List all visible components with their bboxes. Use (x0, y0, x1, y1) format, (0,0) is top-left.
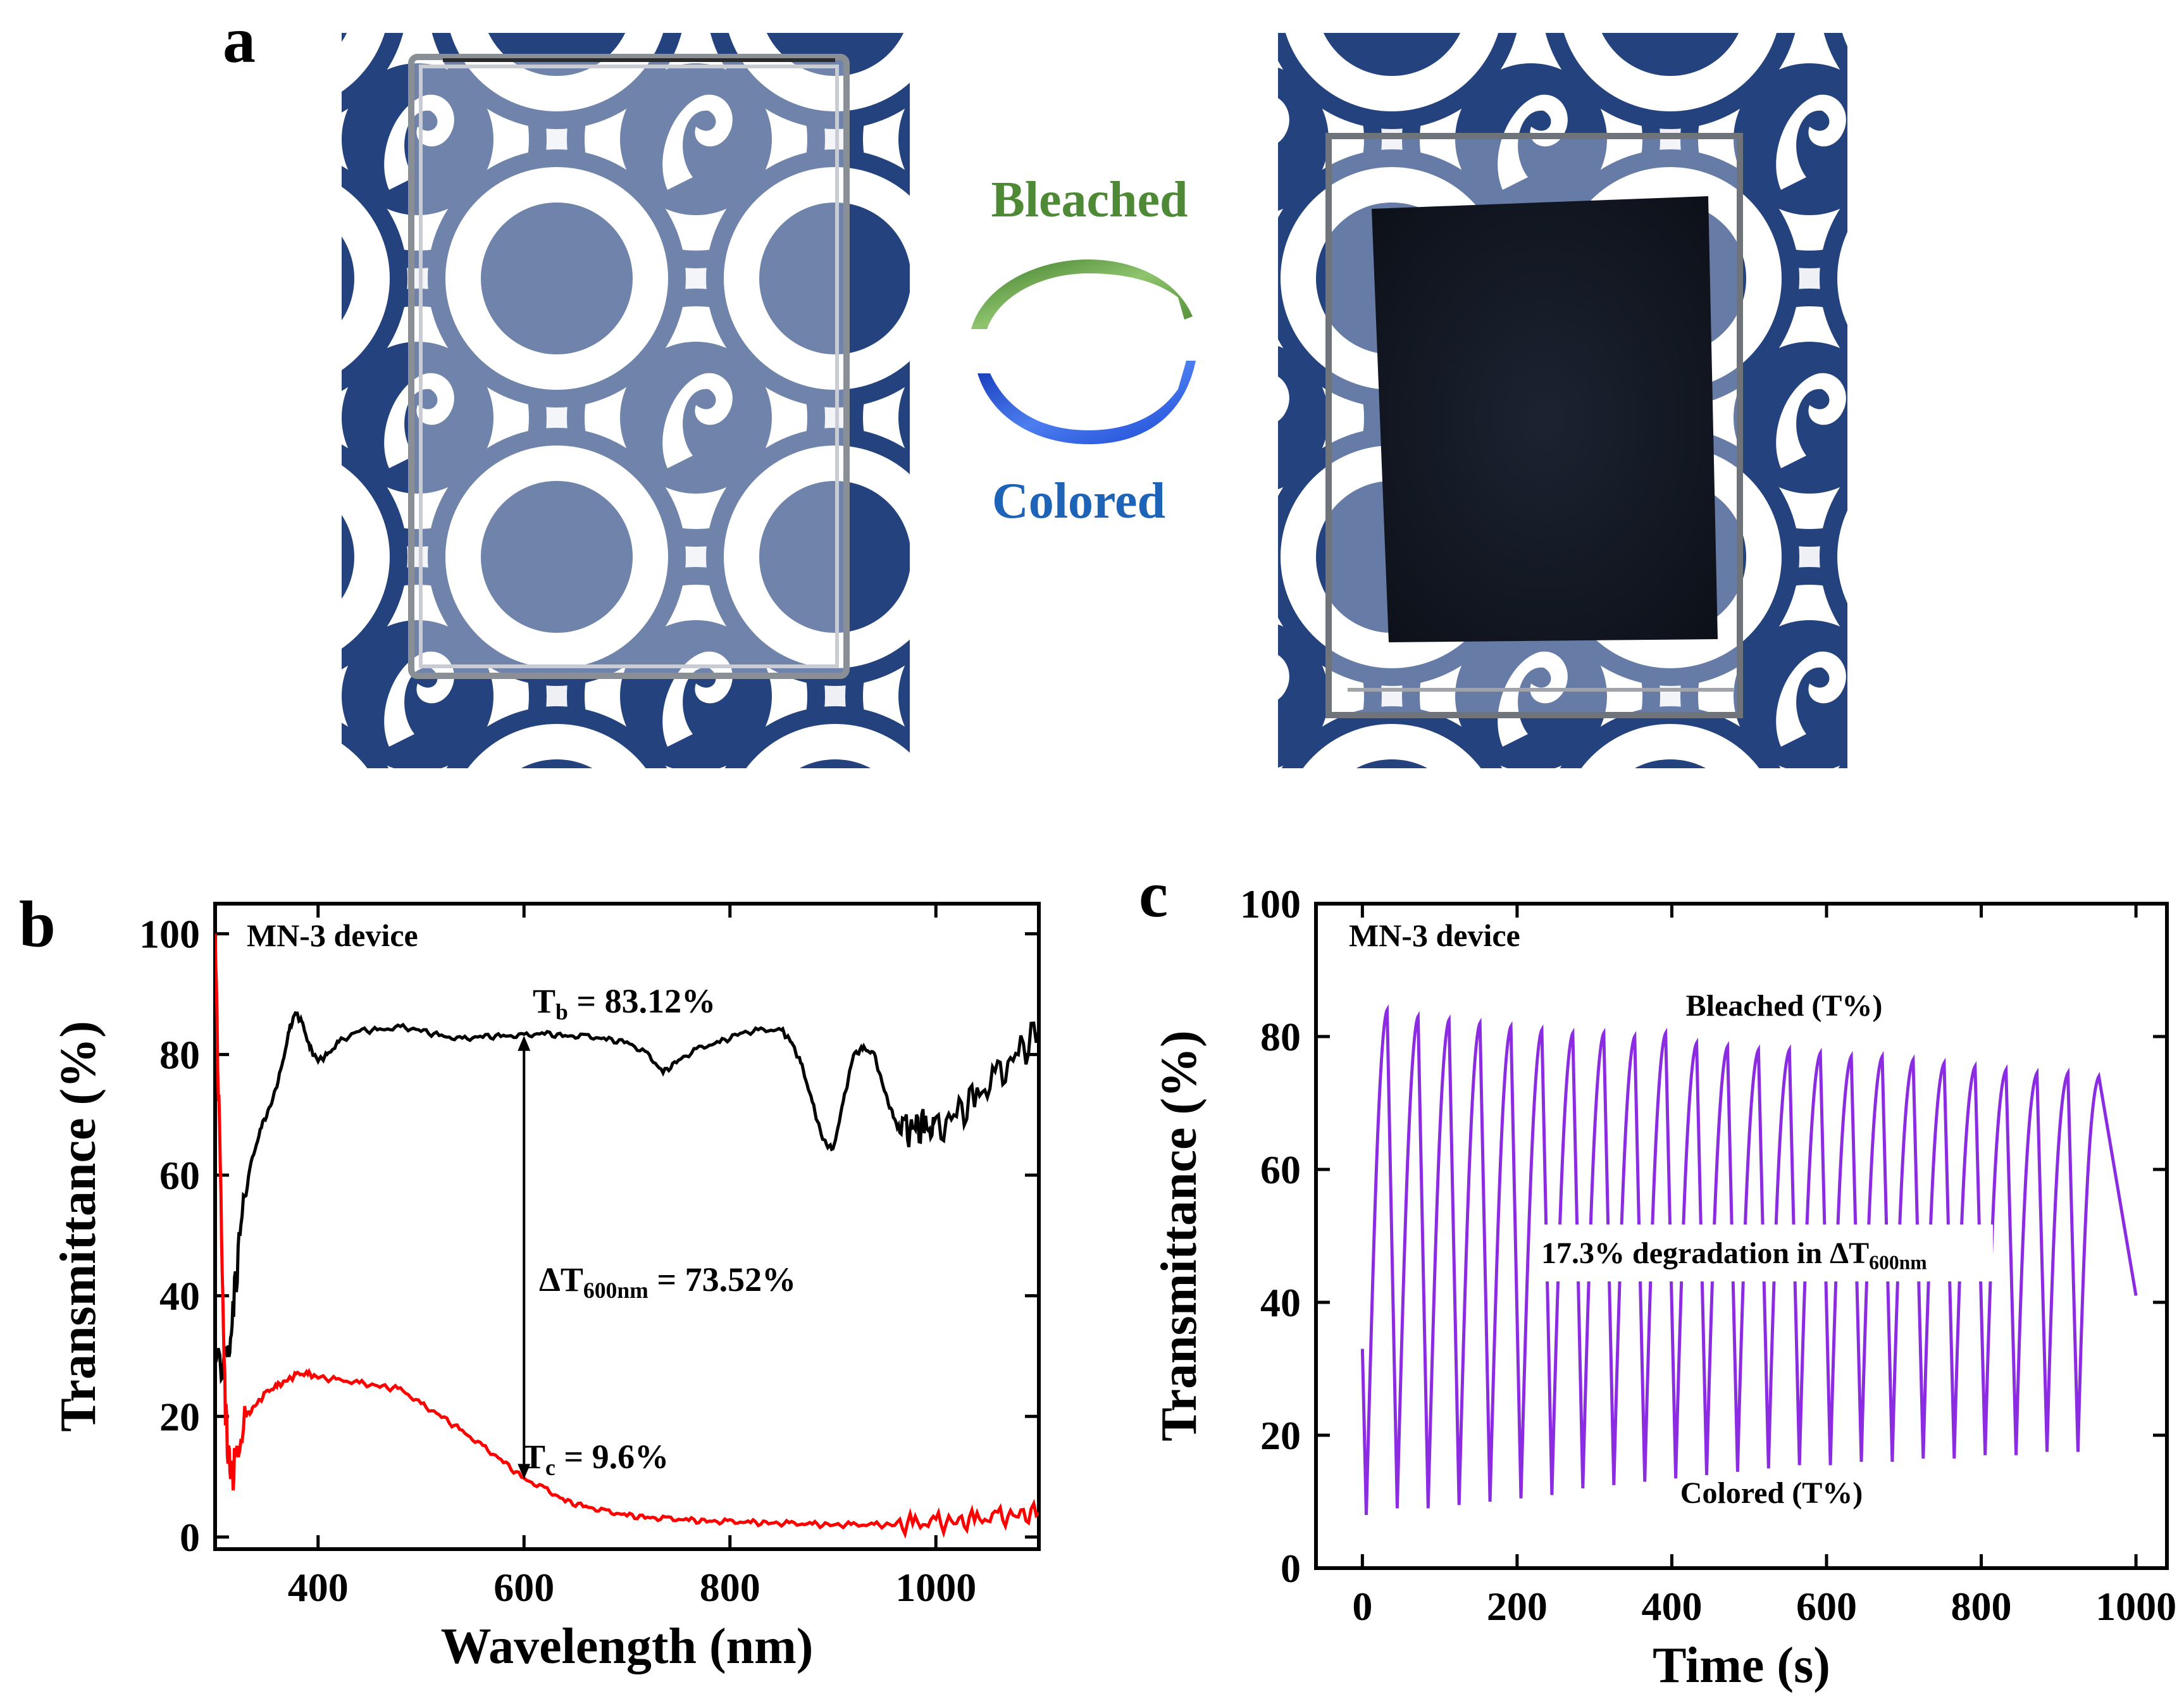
plot-frame (213, 902, 1041, 1551)
switching-arrows: Bleached Colored (971, 172, 1196, 529)
panel-a-label: a (223, 4, 256, 77)
device-label-b: MN-3 device (247, 918, 418, 953)
y-tick-label: 80 (1260, 1014, 1301, 1059)
y-tick-label: 60 (1260, 1147, 1301, 1192)
panel-b: b 400 600 800 1000 0 20 40 60 80 100 Wavelength (n… (19, 888, 1041, 1674)
annotation-box (1537, 1224, 1993, 1281)
series-line-bleached (215, 1011, 1039, 1385)
x-tick-label: 800 (700, 1565, 760, 1610)
y-tick-label: 0 (1281, 1546, 1301, 1591)
y-tick-label: 60 (159, 1153, 200, 1198)
annotation-tc: Tc = 9.6% (523, 1438, 669, 1480)
annotation-bleached: Bleached (T%) (1686, 989, 1883, 1023)
bleached-state-label: Bleached (991, 172, 1188, 228)
arrow-down-icon (518, 1464, 531, 1480)
series-line-cycles (1360, 1004, 2138, 1516)
seal-caption-left: YEUNGNAM UNIVERSITY 1947 (481, 420, 854, 449)
annotation-delta-t: ΔT600nm = 73.52% (539, 1261, 796, 1303)
x-tick-label: 200 (1487, 1584, 1548, 1629)
y-tick-label: 100 (1240, 882, 1301, 926)
y-axis-label: Transmittance (%) (51, 1021, 106, 1432)
device-label-c: MN-3 device (1349, 918, 1520, 953)
colored-device-photo (1278, 33, 1847, 768)
y-axis-label: Transmittance (%) (1151, 1030, 1207, 1442)
annotation-degradation: 17.3% degradation in ΔT600nm (1541, 1237, 1927, 1274)
y-tick-label: 40 (159, 1274, 200, 1319)
y-tick-label: 100 (139, 912, 200, 957)
x-axis-label: Wavelength (nm) (441, 1619, 814, 1674)
series-line-colored (215, 933, 1039, 1539)
x-axis-label: Time (s) (1653, 1638, 1830, 1693)
y-tick-label: 80 (159, 1032, 200, 1077)
y-tick-label: 20 (159, 1394, 200, 1439)
chart-b-plot: 400 600 800 1000 0 20 40 60 80 100 Wavelength (nm)… (51, 902, 1041, 1674)
x-tick-label: 1000 (895, 1565, 976, 1610)
color-arrow-icon (977, 361, 1196, 444)
x-tick-label: 600 (1796, 1584, 1857, 1629)
panel-c-label: c (1139, 858, 1168, 931)
x-tick-label: 400 (1641, 1584, 1702, 1629)
panel-c: c 0 200 400 600 800 1000 0 20 40 60 80 100 Time (s) T… (1139, 858, 2176, 1693)
panel-b-label: b (19, 888, 56, 961)
annotation-tb: Tb = 83.12% (533, 982, 716, 1025)
bleached-device-photo: YEUNGNAM UNIVERSITY 1947 (342, 33, 910, 768)
bleach-arrow-icon (971, 259, 1193, 329)
x-tick-label: 1000 (2095, 1584, 2176, 1629)
annotation-colored: Colored (T%) (1680, 1476, 1863, 1510)
plot-frame (1314, 902, 2169, 1570)
y-tick-label: 20 (1260, 1413, 1301, 1458)
colored-state-label: Colored (992, 473, 1165, 529)
chart-c-plot: 0 200 400 600 800 1000 0 20 40 60 80 100 Time (s) Tra… (1151, 882, 2176, 1693)
x-tick-label: 800 (1951, 1584, 2012, 1629)
y-tick-label: 40 (1260, 1280, 1301, 1325)
x-tick-label: 400 (288, 1565, 349, 1610)
y-tick-label: 0 (180, 1515, 200, 1560)
x-tick-label: 600 (493, 1565, 554, 1610)
arrow-up-icon (518, 1035, 531, 1051)
panel-a: a YEUNGNAM UNIVERSITY 1947 Bleached Colo… (223, 4, 1847, 768)
x-tick-label: 0 (1352, 1584, 1372, 1629)
